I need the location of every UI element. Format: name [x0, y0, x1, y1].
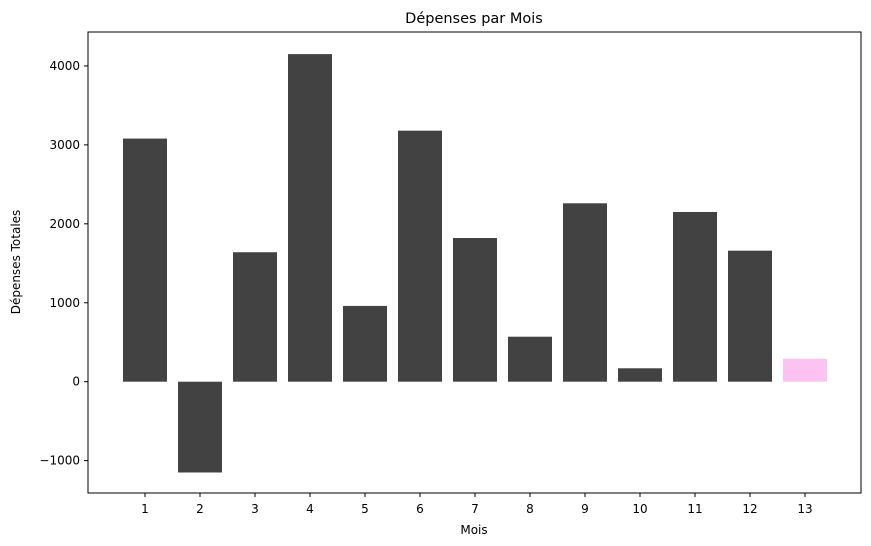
bar-2: [178, 381, 222, 473]
bar-1: [123, 138, 167, 382]
bar-13: [783, 358, 827, 382]
y-tick-label: 3000: [49, 138, 80, 152]
x-ticks: 1 2 3 4 5 6 7 8 9 10 11 12 13: [141, 493, 813, 516]
x-tick-label: 6: [416, 502, 424, 516]
bar-9: [563, 203, 607, 382]
bar-3: [233, 252, 277, 382]
x-tick-label: 13: [797, 502, 812, 516]
y-tick-label: 2000: [49, 217, 80, 231]
y-tick-label: −1000: [39, 454, 80, 468]
x-tick-label: 7: [471, 502, 479, 516]
chart-title: Dépenses par Mois: [405, 11, 543, 27]
y-axis-label: Dépenses Totales: [9, 210, 23, 315]
y-tick-label: 4000: [49, 59, 80, 73]
bar-10: [618, 368, 662, 382]
x-tick-label: 12: [742, 502, 757, 516]
x-axis-label: Mois: [460, 523, 487, 537]
bar-8: [508, 336, 552, 382]
x-tick-label: 4: [306, 502, 314, 516]
x-tick-label: 10: [632, 502, 647, 516]
bars-group: [123, 54, 827, 473]
y-tick-label: 0: [72, 375, 80, 389]
y-ticks: −1000 0 1000 2000 3000 4000: [39, 59, 88, 468]
y-tick-label: 1000: [49, 296, 80, 310]
x-tick-label: 3: [251, 502, 259, 516]
bar-6: [398, 130, 442, 382]
x-tick-label: 8: [526, 502, 534, 516]
x-tick-label: 5: [361, 502, 369, 516]
x-tick-label: 1: [141, 502, 149, 516]
x-tick-label: 11: [687, 502, 702, 516]
x-tick-label: 2: [196, 502, 204, 516]
bar-5: [343, 305, 387, 382]
x-tick-label: 9: [581, 502, 589, 516]
bar-7: [453, 238, 497, 382]
bar-4: [288, 54, 332, 382]
plot-frame: [87, 31, 862, 494]
bar-12: [728, 250, 772, 382]
bar-11: [673, 211, 717, 382]
